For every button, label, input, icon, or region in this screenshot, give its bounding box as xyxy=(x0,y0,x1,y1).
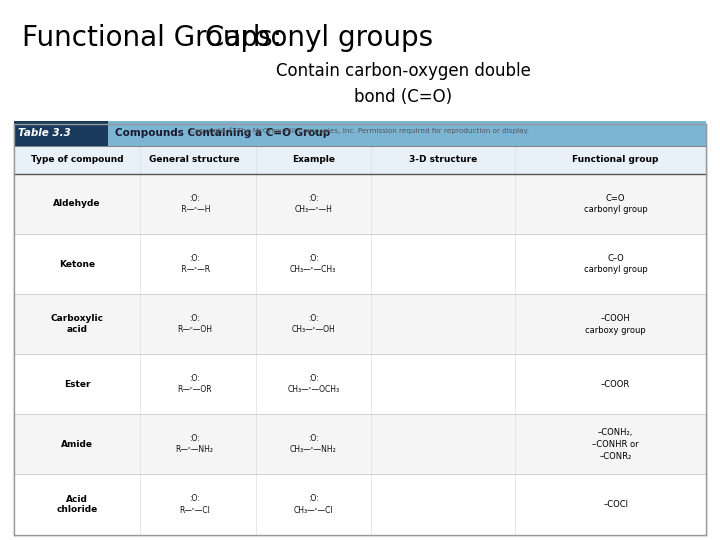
Text: :O:
R—ᶜ—OR: :O: R—ᶜ—OR xyxy=(177,374,212,394)
Bar xyxy=(14,146,706,174)
Bar xyxy=(14,121,706,146)
Text: C=O
carbonyl group: C=O carbonyl group xyxy=(584,193,647,214)
Bar xyxy=(14,174,706,234)
Text: –COCl: –COCl xyxy=(603,500,628,509)
Text: Carbonyl groups: Carbonyl groups xyxy=(205,24,433,52)
Text: Compounds Containing a C=O Group: Compounds Containing a C=O Group xyxy=(115,129,330,138)
Text: :O:
R—ᶜ—NH₂: :O: R—ᶜ—NH₂ xyxy=(176,434,213,455)
Text: 3-D structure: 3-D structure xyxy=(409,156,477,164)
Bar xyxy=(14,475,706,535)
Text: Example: Example xyxy=(292,156,335,164)
Bar xyxy=(14,294,706,354)
Text: Copyright © The McGraw-Hill Companies, Inc. Permission required for reproduction: Copyright © The McGraw-Hill Companies, I… xyxy=(191,127,529,133)
Text: Type of compound: Type of compound xyxy=(31,156,123,164)
Text: Aldehyde: Aldehyde xyxy=(53,199,101,208)
Text: Functional Groups:: Functional Groups: xyxy=(22,24,282,52)
Text: –COOH
carboxy group: –COOH carboxy group xyxy=(585,314,646,335)
Text: :O:
CH₃—ᶜ—Cl: :O: CH₃—ᶜ—Cl xyxy=(293,495,333,515)
Text: :O:
CH₃—ᶜ—NH₂: :O: CH₃—ᶜ—NH₂ xyxy=(290,434,336,455)
Text: Ketone: Ketone xyxy=(59,260,95,268)
Text: C–O
carbonyl group: C–O carbonyl group xyxy=(584,254,647,274)
Text: :O:
 R—ᶜ—R: :O: R—ᶜ—R xyxy=(179,254,210,274)
Text: Acid
chloride: Acid chloride xyxy=(56,495,98,514)
Bar xyxy=(14,234,706,294)
Text: :O:
R—ᶜ—Cl: :O: R—ᶜ—Cl xyxy=(179,495,210,515)
Text: Amide: Amide xyxy=(61,440,93,449)
Text: :O:
CH₃—ᶜ—OCH₃: :O: CH₃—ᶜ—OCH₃ xyxy=(287,374,339,394)
Text: Carboxylic
acid: Carboxylic acid xyxy=(50,314,104,334)
Text: Table 3.3: Table 3.3 xyxy=(18,129,71,138)
Text: –CONH₂,
–CONHR or
–CONR₂: –CONH₂, –CONHR or –CONR₂ xyxy=(593,428,639,461)
Bar xyxy=(14,414,706,475)
Text: :O:
CH₃—ᶜ—OH: :O: CH₃—ᶜ—OH xyxy=(292,314,335,334)
Text: Functional group: Functional group xyxy=(572,156,659,164)
Bar xyxy=(14,354,706,414)
Text: General structure: General structure xyxy=(149,156,240,164)
Text: Ester: Ester xyxy=(64,380,90,389)
Bar xyxy=(14,121,108,146)
Text: Contain carbon-oxygen double
bond (C=O): Contain carbon-oxygen double bond (C=O) xyxy=(276,62,531,106)
Text: :O:
CH₃—ᶜ—H: :O: CH₃—ᶜ—H xyxy=(294,194,332,214)
Text: :O:
 R—ᶜ—H: :O: R—ᶜ—H xyxy=(179,194,210,214)
Text: :O:
CH₃—ᶜ—CH₃: :O: CH₃—ᶜ—CH₃ xyxy=(290,254,336,274)
Text: :O:
R—ᶜ—OH: :O: R—ᶜ—OH xyxy=(177,314,212,334)
Bar xyxy=(14,124,706,535)
Text: –COOR: –COOR xyxy=(601,380,630,389)
